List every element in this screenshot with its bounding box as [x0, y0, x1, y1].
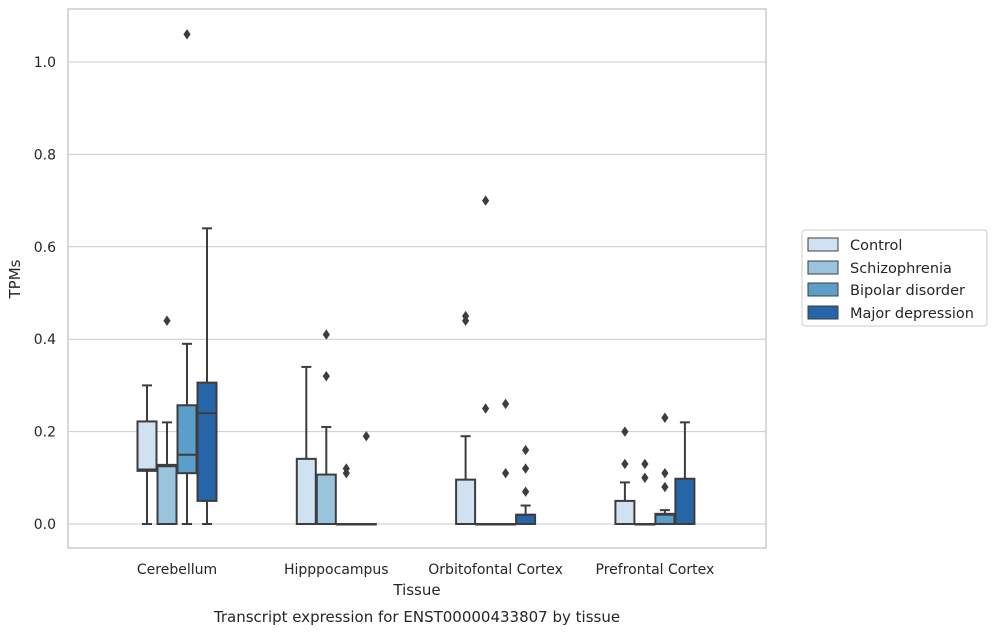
box-body	[315, 473, 337, 526]
outlier-point	[661, 467, 669, 479]
y-axis-label: TPMs	[6, 259, 24, 299]
outlier-point	[621, 426, 629, 437]
boxplot-series	[136, 29, 696, 526]
box-body	[674, 477, 696, 525]
box-item	[355, 431, 377, 526]
legend-item: Bipolar disorder	[807, 282, 965, 299]
outlier-point	[502, 467, 510, 479]
outlier-point	[482, 403, 490, 414]
outlier-point	[522, 486, 530, 497]
box-item	[634, 458, 656, 526]
legend-item: Major depression	[807, 305, 974, 322]
legend-swatch-major-depression	[807, 305, 839, 320]
box-item	[674, 421, 696, 525]
box-item	[315, 329, 337, 526]
series-bipolar-disorder	[176, 29, 676, 526]
outlier-point	[322, 370, 330, 382]
series-control	[136, 310, 636, 526]
y-tick-label: 1.0	[34, 55, 56, 71]
legend-item: Schizophrenia	[807, 260, 952, 277]
x-axis-ticks: Cerebellum Hipppocampus Orbitofontal Corte…	[137, 562, 714, 578]
x-tick-label: Prefrontal Cortex	[596, 562, 715, 578]
y-tick-label: 0.4	[34, 332, 56, 348]
box-item	[614, 426, 636, 525]
outlier-point	[462, 310, 470, 322]
outlier-point	[482, 195, 490, 206]
series-schizophrenia	[156, 195, 656, 526]
outlier-point	[342, 463, 350, 474]
outlier-point	[621, 458, 629, 470]
box-body	[455, 478, 477, 526]
box-item	[515, 444, 537, 526]
box-body	[156, 463, 178, 526]
box-item	[455, 310, 477, 526]
legend-label: Major depression	[850, 306, 974, 322]
box-body	[614, 499, 636, 525]
box-body	[515, 513, 537, 526]
box-item	[654, 412, 676, 525]
x-tick-label: Orbitofontal Cortex	[428, 562, 563, 578]
outlier-point	[502, 398, 510, 410]
x-tick-label: Hipppocampus	[284, 562, 389, 578]
outlier-point	[661, 481, 669, 493]
legend-label: Bipolar disorder	[850, 283, 965, 299]
y-tick-label: 0.8	[34, 147, 56, 163]
plot-border	[67, 8, 767, 549]
legend-frame	[801, 229, 988, 327]
outlier-point	[362, 431, 370, 442]
outlier-point	[522, 444, 530, 456]
y-tick-label: 0.0	[34, 517, 56, 533]
legend-swatch-control	[807, 237, 839, 252]
legend-label: Control	[850, 238, 902, 254]
box-item	[335, 463, 357, 526]
box-item	[475, 195, 497, 526]
box-item	[495, 398, 517, 526]
legend-item: Control	[807, 237, 902, 254]
box-item	[136, 384, 158, 525]
outlier-point	[641, 472, 649, 483]
x-tick-label: Cerebellum	[137, 562, 217, 578]
chart-caption: Transcript expression for ENST0000043380…	[213, 608, 620, 626]
box-body	[136, 420, 158, 472]
box-body	[176, 404, 198, 475]
legend-label: Schizophrenia	[850, 261, 952, 277]
outlier-point	[183, 29, 191, 40]
box-item	[156, 315, 178, 526]
legend-swatch-schizophrenia	[807, 260, 839, 275]
outlier-point	[661, 412, 669, 423]
legend-swatch-bipolar-disorder	[807, 282, 839, 297]
box-item	[295, 365, 317, 525]
y-tick-label: 0.2	[34, 425, 56, 441]
y-axis-ticks: 0.0 0.2 0.4 0.6 0.8 1.0	[34, 55, 56, 533]
y-tick-label: 0.6	[34, 240, 56, 256]
box-body	[295, 457, 317, 525]
outlier-point	[641, 458, 649, 470]
outlier-point	[163, 315, 171, 326]
x-axis-label: Tissue	[392, 581, 440, 599]
box-item	[196, 227, 218, 525]
outlier-point	[322, 329, 330, 340]
outlier-point	[522, 463, 530, 474]
plot-frame	[67, 8, 767, 549]
box-body	[196, 381, 218, 502]
grid-lines	[68, 61, 766, 525]
legend: Control Schizophrenia Bipolar disorder M…	[801, 229, 988, 327]
series-major-depression	[196, 227, 696, 526]
box-item	[176, 29, 198, 525]
